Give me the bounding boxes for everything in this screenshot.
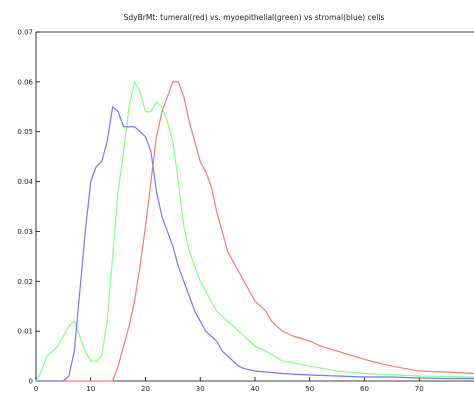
chart-title: SdyBrMt: tumeral(red) vs. myoepithelial(… <box>124 13 385 22</box>
series-line-blue <box>35 106 474 382</box>
x-tick-label: 50 <box>305 385 314 393</box>
y-tick-label: 0.07 <box>17 29 33 37</box>
x-tick-label: 60 <box>360 385 369 393</box>
y-tick-label: 0.02 <box>17 278 33 286</box>
x-tick-label: 0 <box>34 385 38 393</box>
y-tick-label: 0.01 <box>17 328 33 336</box>
y-tick-label: 0.04 <box>17 178 33 186</box>
x-tick-label: 40 <box>251 385 260 393</box>
x-tick-label: 30 <box>196 385 205 393</box>
series-line-red <box>35 81 474 382</box>
series-line-green <box>35 81 474 382</box>
x-tick-label: 10 <box>86 385 95 393</box>
x-tick-label: 70 <box>415 385 424 393</box>
y-tick-label: 0.05 <box>17 128 33 136</box>
plot-area: 0 0.01 0.02 0.03 0.04 0.05 0.06 0.07 0 10 20 30 40 50… <box>17 29 474 393</box>
x-tick-label: 20 <box>141 385 150 393</box>
y-tick-label: 0.06 <box>17 78 33 86</box>
y-tick-label: 0.03 <box>17 228 33 236</box>
y-tick-label: 0 <box>29 378 33 386</box>
